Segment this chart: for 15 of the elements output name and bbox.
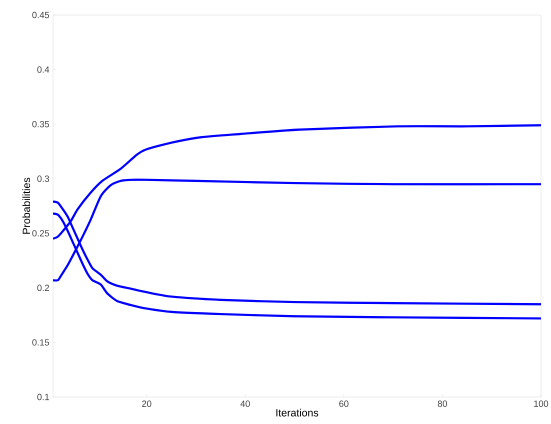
y-tick-label: 0.25 [32,230,50,236]
y-tick-label: 0.3 [37,176,50,182]
y-tick-label: 0.2 [37,284,50,292]
y-axis-title: Probabilities [22,178,30,234]
x-tick-label: 100 [534,400,548,407]
y-tick-label: 0.1 [37,394,50,400]
x-axis-title: Iterations [276,408,318,416]
y-tick-label: 0.45 [32,12,50,18]
x-tick-label: 80 [438,400,448,407]
y-tick-label: 0.15 [32,339,50,346]
x-tick-label: 60 [339,400,348,407]
x-tick-label: 40 [240,400,250,407]
y-tick-label: 0.35 [32,120,50,128]
x-tick-label: 20 [142,400,152,407]
y-tick-label: 0.4 [37,66,50,73]
